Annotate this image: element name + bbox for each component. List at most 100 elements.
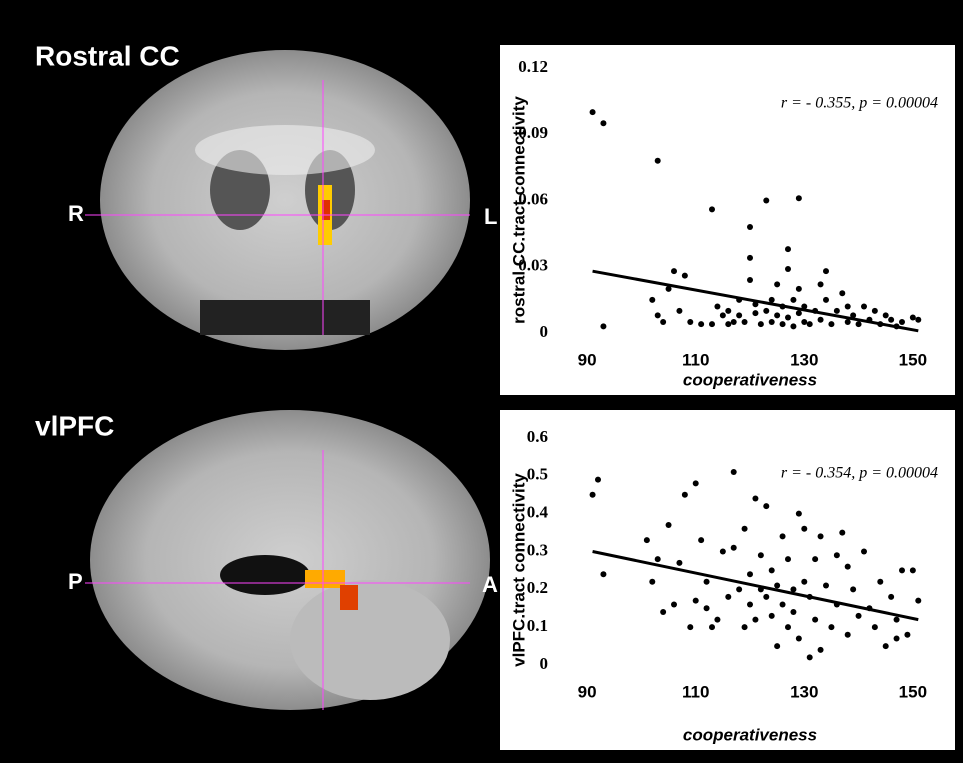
point bbox=[779, 321, 786, 328]
point bbox=[714, 616, 721, 623]
point bbox=[747, 254, 753, 261]
trend-line bbox=[592, 550, 919, 622]
point bbox=[833, 552, 840, 559]
point bbox=[752, 616, 759, 623]
point bbox=[719, 312, 726, 319]
point bbox=[730, 469, 737, 476]
point bbox=[785, 314, 791, 321]
point bbox=[795, 195, 802, 202]
point bbox=[774, 582, 781, 589]
point bbox=[893, 616, 900, 623]
point bbox=[600, 323, 607, 330]
point bbox=[671, 268, 677, 275]
point bbox=[719, 548, 726, 555]
point bbox=[904, 631, 911, 638]
point bbox=[757, 552, 764, 559]
point bbox=[763, 593, 770, 600]
y-tick-label: 0 bbox=[540, 654, 549, 673]
point bbox=[915, 597, 922, 604]
point bbox=[882, 643, 889, 650]
point bbox=[698, 321, 705, 328]
point bbox=[833, 307, 840, 314]
point bbox=[600, 120, 607, 127]
y-tick-label: 0.2 bbox=[527, 578, 548, 597]
point bbox=[709, 624, 715, 631]
point bbox=[785, 624, 791, 631]
point bbox=[595, 476, 601, 483]
point bbox=[790, 323, 797, 330]
y-axis-label: rostral CC.tract connectivity bbox=[509, 96, 528, 324]
point bbox=[747, 224, 753, 230]
x-tick-label: 90 bbox=[578, 682, 597, 701]
side-label: L bbox=[484, 204, 497, 229]
point bbox=[909, 314, 916, 321]
point bbox=[768, 296, 775, 303]
point bbox=[665, 285, 672, 292]
point bbox=[801, 318, 808, 325]
point bbox=[687, 624, 694, 631]
point bbox=[871, 307, 878, 314]
point bbox=[687, 318, 694, 325]
point bbox=[741, 624, 748, 631]
point bbox=[828, 321, 835, 328]
point bbox=[774, 281, 781, 288]
point bbox=[747, 571, 753, 578]
point bbox=[839, 290, 846, 297]
point bbox=[676, 559, 683, 566]
point bbox=[790, 296, 797, 303]
point bbox=[795, 635, 802, 642]
point bbox=[649, 578, 656, 585]
point bbox=[649, 296, 656, 303]
point bbox=[785, 556, 791, 563]
point bbox=[850, 312, 857, 319]
chart-panel bbox=[500, 45, 955, 395]
point bbox=[785, 265, 791, 272]
point bbox=[812, 616, 819, 623]
point bbox=[752, 495, 759, 502]
y-tick-label: 0.12 bbox=[518, 57, 548, 76]
y-tick-label: 0.5 bbox=[527, 465, 548, 484]
point bbox=[709, 206, 715, 213]
point bbox=[915, 316, 922, 323]
side-label: P bbox=[68, 569, 83, 594]
x-tick-label: 130 bbox=[790, 350, 818, 369]
point bbox=[660, 318, 667, 325]
point bbox=[877, 578, 884, 585]
x-tick-label: 130 bbox=[790, 682, 818, 701]
point bbox=[806, 321, 813, 328]
point bbox=[801, 303, 808, 310]
brain-coronal bbox=[85, 50, 470, 350]
point bbox=[861, 548, 867, 555]
point bbox=[757, 321, 764, 328]
point bbox=[790, 609, 797, 616]
point bbox=[725, 593, 732, 600]
point bbox=[888, 316, 895, 323]
point bbox=[654, 157, 661, 164]
point bbox=[801, 578, 808, 585]
point bbox=[725, 307, 732, 314]
trend-line bbox=[592, 269, 919, 333]
point bbox=[763, 503, 770, 510]
y-tick-label: 0.6 bbox=[527, 427, 548, 446]
point bbox=[725, 321, 732, 328]
point bbox=[795, 285, 802, 292]
point bbox=[660, 609, 667, 616]
point bbox=[812, 556, 819, 563]
point bbox=[643, 537, 650, 544]
point bbox=[855, 321, 862, 328]
point bbox=[671, 601, 677, 608]
point bbox=[801, 525, 808, 532]
y-tick-label: 0.06 bbox=[518, 189, 548, 208]
point bbox=[817, 281, 824, 288]
point bbox=[795, 310, 802, 317]
panel-title: vlPFC bbox=[35, 410, 114, 441]
point bbox=[654, 556, 661, 563]
point bbox=[899, 318, 905, 325]
point bbox=[823, 296, 829, 303]
point bbox=[871, 624, 878, 631]
point bbox=[752, 301, 759, 308]
point bbox=[763, 197, 770, 204]
point bbox=[736, 312, 743, 319]
point bbox=[692, 597, 699, 604]
